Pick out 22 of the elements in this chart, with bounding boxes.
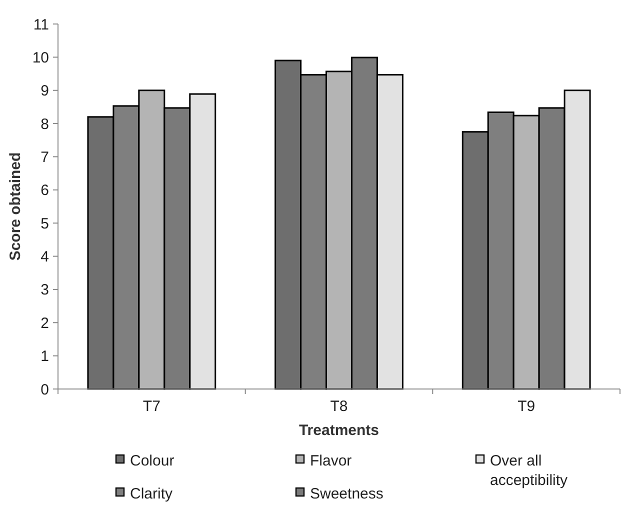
- y-tick-label: 9: [40, 82, 49, 100]
- y-tick-label: 8: [40, 116, 49, 133]
- y-tick-label: 1: [40, 348, 49, 366]
- legend-label: Clarity: [130, 485, 173, 502]
- x-tick-label: T7: [142, 398, 160, 415]
- x-axis-title: Treatments: [298, 422, 380, 439]
- y-tick-label: 10: [32, 49, 49, 66]
- x-tick-label: T8: [330, 398, 348, 415]
- y-tick-label: 0: [40, 381, 49, 398]
- legend-label: Over all acceptibility: [490, 452, 568, 489]
- legend-label: Flavor: [310, 452, 352, 470]
- y-tick-label: 7: [40, 148, 49, 166]
- y-tick-label: 4: [40, 248, 49, 266]
- y-tick-label: 6: [40, 182, 49, 200]
- y-tick-label: 5: [40, 215, 49, 232]
- legend-label: Colour: [130, 452, 174, 470]
- y-tick-label: 2: [40, 314, 49, 332]
- x-tick-label: T9: [518, 398, 536, 415]
- y-tick-label: 3: [40, 282, 49, 299]
- y-tick-label: 11: [33, 16, 49, 34]
- y-axis-title: Score obtained: [7, 152, 24, 261]
- legend-label: Sweetness: [310, 485, 384, 502]
